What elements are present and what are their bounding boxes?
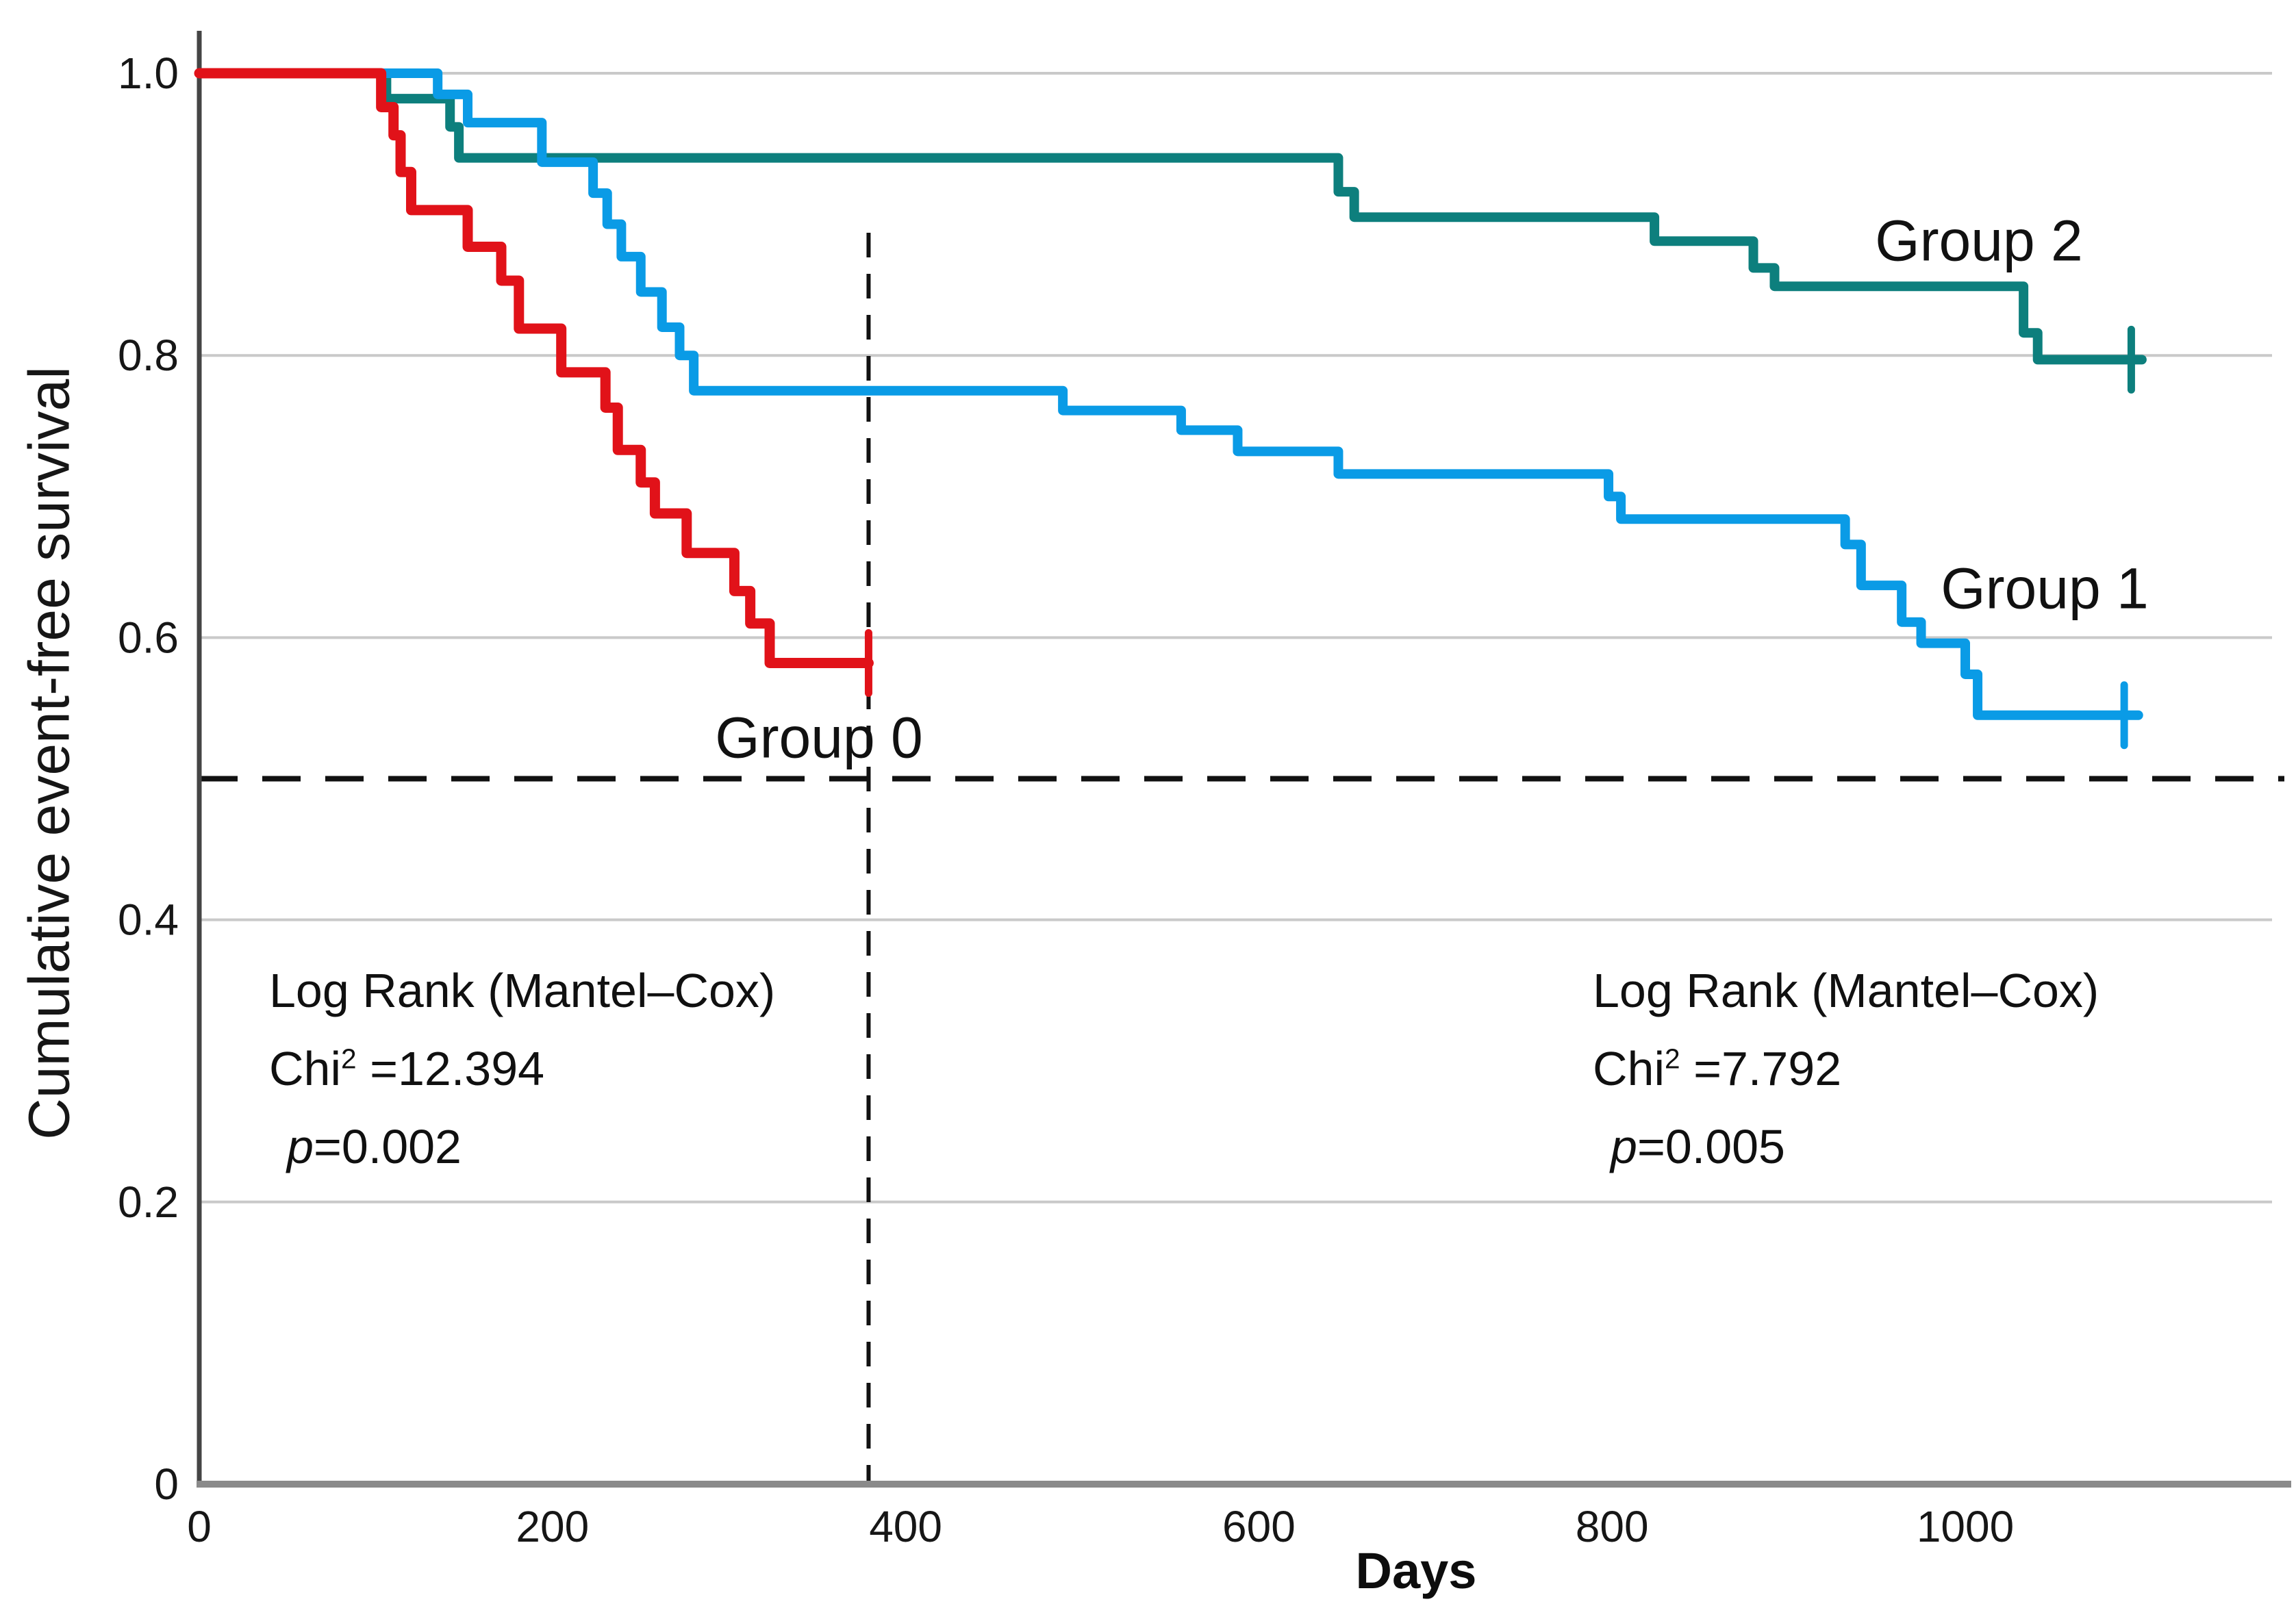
x-tick-label-800: 800: [1576, 1502, 1649, 1551]
survival-curve-group-0: [194, 68, 874, 668]
series-label-group-2: Group 2: [1875, 208, 2083, 273]
y-tick-label-0.6: 0.6: [118, 613, 179, 662]
y-tick-label-1.0: 1.0: [118, 49, 179, 98]
logrank-left-title: Log Rank (Mantel–Cox): [269, 964, 776, 1017]
y-tick-label-0.2: 0.2: [118, 1177, 179, 1227]
logrank-annotation-left: Log Rank (Mantel–Cox) Chi2 =12.394 p=0.0…: [269, 952, 775, 1186]
x-tick-label-1000: 1000: [1917, 1502, 2014, 1551]
survival-curve-group-1: [194, 68, 2143, 720]
logrank-right-chi: Chi2 =7.792: [1593, 1042, 1842, 1095]
y-tick-label-0.4: 0.4: [118, 895, 179, 945]
series-label-group-0: Group 0: [715, 705, 923, 770]
logrank-right-title: Log Rank (Mantel–Cox): [1593, 964, 2099, 1017]
logrank-annotation-right: Log Rank (Mantel–Cox) Chi2 =7.792 p=0.00…: [1593, 952, 2099, 1186]
y-tick-label-0.8: 0.8: [118, 331, 179, 380]
x-tick-label-200: 200: [516, 1502, 589, 1551]
y-tick-label-0: 0: [154, 1460, 179, 1509]
logrank-right-pvalue: p=0.005: [1611, 1120, 1785, 1173]
logrank-left-pvalue: p=0.002: [287, 1120, 462, 1173]
series-label-group-1: Group 1: [1941, 556, 2149, 621]
x-tick-label-400: 400: [869, 1502, 942, 1551]
y-axis-title: Cumulative event-free survival: [16, 366, 81, 1140]
logrank-left-chi: Chi2 =12.394: [269, 1042, 545, 1095]
x-tick-label-0: 0: [187, 1502, 212, 1551]
x-tick-label-600: 600: [1222, 1502, 1296, 1551]
x-axis-title: Days: [1355, 1542, 1477, 1599]
survival-curve-group-2: [194, 68, 2147, 365]
